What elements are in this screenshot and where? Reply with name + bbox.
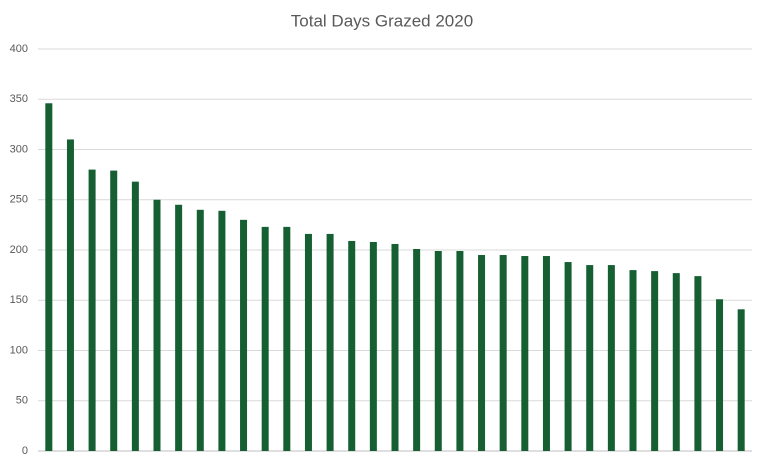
bar [413, 248, 421, 451]
bar [542, 256, 550, 451]
y-tick-label: 400 [10, 43, 28, 55]
bar [564, 262, 572, 451]
bar [304, 233, 312, 451]
bar [261, 226, 269, 451]
y-tick-label: 100 [10, 344, 28, 356]
bar [369, 241, 377, 451]
bar [629, 270, 637, 451]
bar [88, 169, 96, 451]
bar [651, 271, 659, 451]
bar [283, 226, 291, 451]
y-tick-label: 50 [16, 395, 28, 407]
bar [66, 139, 74, 451]
bar [348, 240, 356, 451]
bar [607, 265, 615, 451]
bar [434, 251, 442, 451]
chart-title: Total Days Grazed 2020 [291, 11, 473, 30]
bar [196, 209, 204, 451]
y-tick-label: 150 [10, 294, 28, 306]
y-tick-label: 200 [10, 244, 28, 256]
bar [391, 243, 399, 451]
y-tick-label: 350 [10, 93, 28, 105]
bar [499, 255, 507, 451]
bar [694, 276, 702, 451]
bar [175, 204, 183, 451]
bar [240, 219, 248, 451]
y-tick-label: 300 [10, 143, 28, 155]
bar [456, 251, 464, 451]
bar [586, 265, 594, 451]
bar [131, 181, 139, 451]
bar [716, 299, 724, 451]
y-tick-label: 250 [10, 194, 28, 206]
bar [478, 255, 486, 451]
bar [153, 199, 161, 451]
bar [737, 309, 745, 451]
bar [218, 210, 226, 451]
bar [672, 273, 680, 451]
bar [45, 103, 53, 452]
bar [110, 170, 118, 452]
bar [326, 233, 334, 451]
y-tick-label: 0 [22, 445, 28, 457]
bar [521, 256, 529, 451]
